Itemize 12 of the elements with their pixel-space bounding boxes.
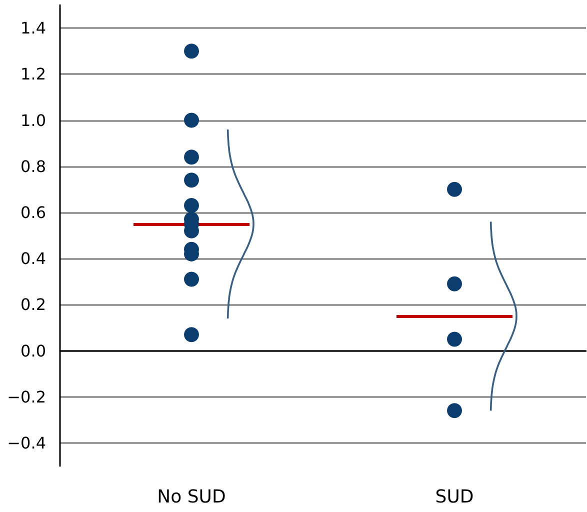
y-tick-label: −0.4 xyxy=(7,433,46,452)
x-tick-label: No SUD xyxy=(157,486,226,508)
x-tick-label: SUD xyxy=(435,486,474,508)
y-tick-label: 0.4 xyxy=(20,249,46,268)
y-tick-label: 0.0 xyxy=(20,341,46,360)
y-tick-label: 1.4 xyxy=(20,18,46,38)
y-tick-label: 1.0 xyxy=(20,110,46,130)
y-tick-label: 0.8 xyxy=(20,156,46,176)
y-tick-label: −0.2 xyxy=(7,387,46,406)
y-tick-label: 0.2 xyxy=(20,295,46,314)
y-tick-label: 0.6 xyxy=(20,202,46,222)
y-tick-label: 1.2 xyxy=(20,64,46,84)
